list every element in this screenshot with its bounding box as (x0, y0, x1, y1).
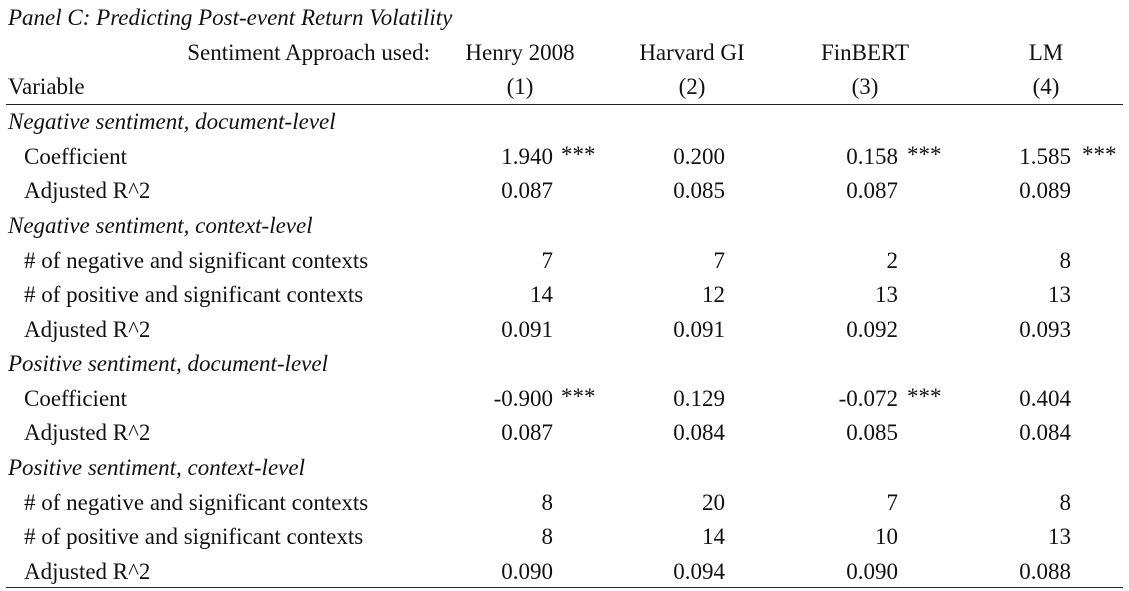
row-label: Adjusted R^2 (24, 559, 151, 584)
variable-label: Variable (8, 74, 85, 99)
significance-stars: *** (1082, 142, 1117, 167)
cell-value: 13 (875, 282, 898, 307)
cell-value: 1.585 (1019, 144, 1071, 169)
cell-value: 0.129 (673, 386, 725, 411)
cell-value: 1.940 (501, 144, 553, 169)
section-title: Negative sentiment, context-level (8, 213, 313, 238)
column-header-lm: LM (1028, 40, 1064, 65)
row-label: Adjusted R^2 (24, 178, 151, 203)
section-title: Negative sentiment, document-level (8, 109, 336, 134)
cell-value: 0.088 (1019, 559, 1071, 584)
column-number-3: (3) (851, 74, 879, 99)
cell-value: 7 (541, 248, 554, 273)
cell-value: 8 (541, 490, 554, 515)
cell-value: 0.090 (501, 559, 553, 584)
column-number-2: (2) (678, 74, 706, 99)
cell-value: 0.090 (846, 559, 898, 584)
cell-value: 14 (530, 282, 553, 307)
cell-value: -0.072 (838, 386, 898, 411)
significance-stars: *** (907, 142, 942, 167)
header-rule (6, 104, 1123, 105)
cell-value: 7 (886, 490, 899, 515)
cell-value: 0.158 (846, 144, 898, 169)
cell-value: 0.094 (673, 559, 725, 584)
cell-value: 0.087 (846, 178, 898, 203)
section-title: Positive sentiment, context-level (8, 455, 305, 480)
cell-value: 13 (1048, 524, 1071, 549)
cell-value: 14 (702, 524, 725, 549)
row-label: Coefficient (24, 386, 128, 411)
cell-value: 7 (713, 248, 726, 273)
cell-value: 0.092 (846, 317, 898, 342)
cell-value: -0.900 (493, 386, 553, 411)
significance-stars: *** (907, 384, 942, 409)
cell-value: 0.093 (1019, 317, 1071, 342)
row-label: # of positive and significant contexts (24, 524, 364, 549)
cell-value: 2 (886, 248, 899, 273)
approach-label: Sentiment Approach used: (187, 40, 430, 65)
cell-value: 0.200 (673, 144, 725, 169)
row-label: Adjusted R^2 (24, 420, 151, 445)
row-label: # of negative and significant contexts (24, 248, 369, 273)
row-label: # of negative and significant contexts (24, 490, 369, 515)
cell-value: 8 (1059, 248, 1072, 273)
cell-value: 10 (875, 524, 898, 549)
column-number-1: (1) (506, 74, 534, 99)
cell-value: 20 (702, 490, 725, 515)
row-label: Adjusted R^2 (24, 317, 151, 342)
column-header-harvard: Harvard GI (639, 40, 745, 65)
bottom-rule (6, 587, 1123, 588)
cell-value: 0.085 (673, 178, 725, 203)
cell-value: 0.084 (673, 420, 725, 445)
cell-value: 0.087 (501, 178, 553, 203)
cell-value: 13 (1048, 282, 1071, 307)
significance-stars: *** (561, 384, 596, 409)
cell-value: 0.087 (501, 420, 553, 445)
column-header-henry: Henry 2008 (465, 40, 575, 65)
cell-value: 8 (1059, 490, 1072, 515)
significance-stars: *** (561, 142, 596, 167)
section-title: Positive sentiment, document-level (8, 351, 328, 376)
column-number-4: (4) (1032, 74, 1060, 99)
cell-value: 8 (541, 524, 554, 549)
cell-value: 12 (702, 282, 725, 307)
cell-value: 0.404 (1019, 386, 1071, 411)
cell-value: 0.091 (501, 317, 553, 342)
cell-value: 0.089 (1019, 178, 1071, 203)
row-label: Coefficient (24, 144, 128, 169)
column-header-finbert: FinBERT (820, 40, 910, 65)
row-label: # of positive and significant contexts (24, 282, 364, 307)
panel-title: Panel C: Predicting Post-event Return Vo… (8, 5, 453, 30)
cell-value: 0.084 (1019, 420, 1071, 445)
cell-value: 0.085 (846, 420, 898, 445)
cell-value: 0.091 (673, 317, 725, 342)
